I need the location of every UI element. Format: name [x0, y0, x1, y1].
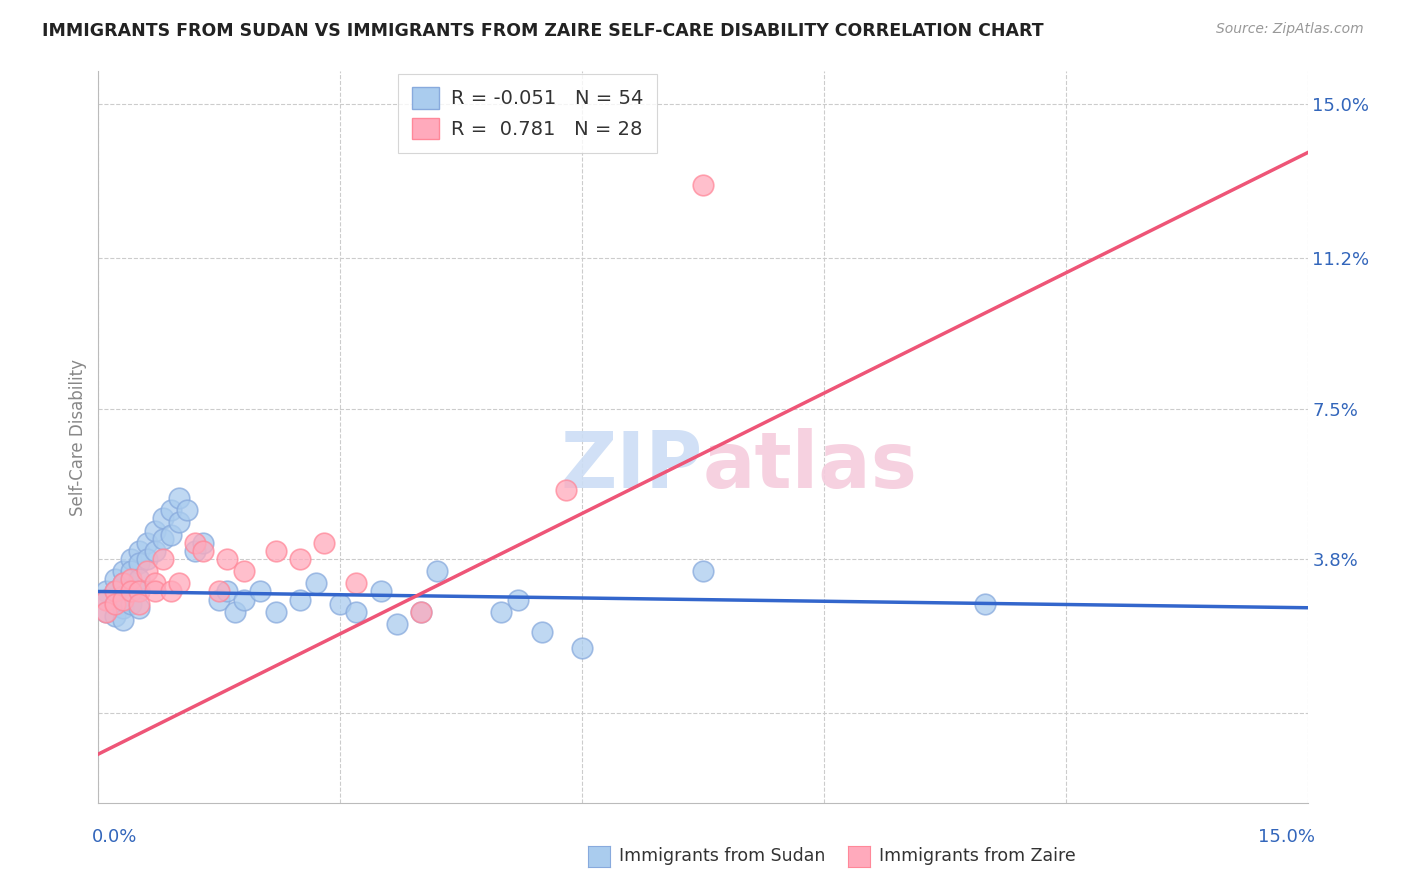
Point — [135, 552, 157, 566]
Point — [409, 605, 432, 619]
Point — [692, 178, 714, 193]
Point — [120, 572, 142, 586]
Text: Immigrants from Sudan: Immigrants from Sudan — [619, 847, 825, 865]
Point — [128, 556, 150, 570]
Point — [120, 564, 142, 578]
Point — [217, 552, 239, 566]
Point — [120, 584, 142, 599]
Point — [264, 544, 287, 558]
Point — [120, 597, 142, 611]
Point — [491, 605, 513, 619]
Point — [103, 597, 125, 611]
Point — [160, 503, 183, 517]
Point — [344, 605, 367, 619]
Point — [193, 535, 215, 549]
Point — [288, 592, 311, 607]
Point — [103, 572, 125, 586]
Point — [135, 535, 157, 549]
Point — [128, 544, 150, 558]
Point — [530, 625, 553, 640]
Point — [184, 544, 207, 558]
Point — [143, 576, 166, 591]
Point — [344, 576, 367, 591]
Point — [103, 584, 125, 599]
Point — [385, 617, 408, 632]
Point — [555, 483, 578, 497]
Text: Source: ZipAtlas.com: Source: ZipAtlas.com — [1216, 22, 1364, 37]
Point — [103, 608, 125, 623]
Point — [692, 564, 714, 578]
Point — [111, 564, 134, 578]
Point — [167, 576, 190, 591]
Point — [232, 592, 254, 607]
Point — [264, 605, 287, 619]
Legend: R = -0.051   N = 54, R =  0.781   N = 28: R = -0.051 N = 54, R = 0.781 N = 28 — [398, 74, 657, 153]
Point — [111, 592, 134, 607]
Point — [111, 589, 134, 603]
Point — [135, 564, 157, 578]
Point — [128, 600, 150, 615]
Point — [103, 597, 125, 611]
Text: ZIP: ZIP — [561, 428, 703, 504]
Point — [96, 592, 118, 607]
Point — [143, 544, 166, 558]
Text: 15.0%: 15.0% — [1257, 828, 1315, 846]
Point — [224, 605, 246, 619]
Point — [152, 511, 174, 525]
Point — [111, 576, 134, 591]
Point — [96, 605, 118, 619]
Point — [143, 524, 166, 538]
Point — [128, 584, 150, 599]
Point — [314, 535, 336, 549]
Point — [111, 576, 134, 591]
Point — [160, 584, 183, 599]
Y-axis label: Self-Care Disability: Self-Care Disability — [69, 359, 87, 516]
Point — [96, 584, 118, 599]
Point — [111, 613, 134, 627]
Point — [184, 535, 207, 549]
Point — [111, 600, 134, 615]
Point — [152, 552, 174, 566]
Point — [329, 597, 352, 611]
Point — [167, 516, 190, 530]
Point — [103, 584, 125, 599]
Point — [232, 564, 254, 578]
Point — [96, 605, 118, 619]
Point — [974, 597, 997, 611]
Point — [571, 641, 593, 656]
Point — [426, 564, 449, 578]
Point — [96, 592, 118, 607]
Text: atlas: atlas — [703, 428, 918, 504]
Point — [120, 584, 142, 599]
Text: Immigrants from Zaire: Immigrants from Zaire — [879, 847, 1076, 865]
Point — [305, 576, 328, 591]
Point — [128, 597, 150, 611]
Point — [120, 552, 142, 566]
Point — [409, 605, 432, 619]
Point — [143, 584, 166, 599]
Point — [249, 584, 271, 599]
Point — [370, 584, 392, 599]
Point — [176, 503, 198, 517]
Point — [152, 532, 174, 546]
Point — [167, 491, 190, 505]
Point — [208, 584, 231, 599]
Point — [128, 584, 150, 599]
Point — [217, 584, 239, 599]
Point — [160, 527, 183, 541]
Text: 0.0%: 0.0% — [91, 828, 136, 846]
Point — [128, 572, 150, 586]
Point — [288, 552, 311, 566]
Text: IMMIGRANTS FROM SUDAN VS IMMIGRANTS FROM ZAIRE SELF-CARE DISABILITY CORRELATION : IMMIGRANTS FROM SUDAN VS IMMIGRANTS FROM… — [42, 22, 1043, 40]
Point — [208, 592, 231, 607]
Point — [506, 592, 529, 607]
Point — [193, 544, 215, 558]
